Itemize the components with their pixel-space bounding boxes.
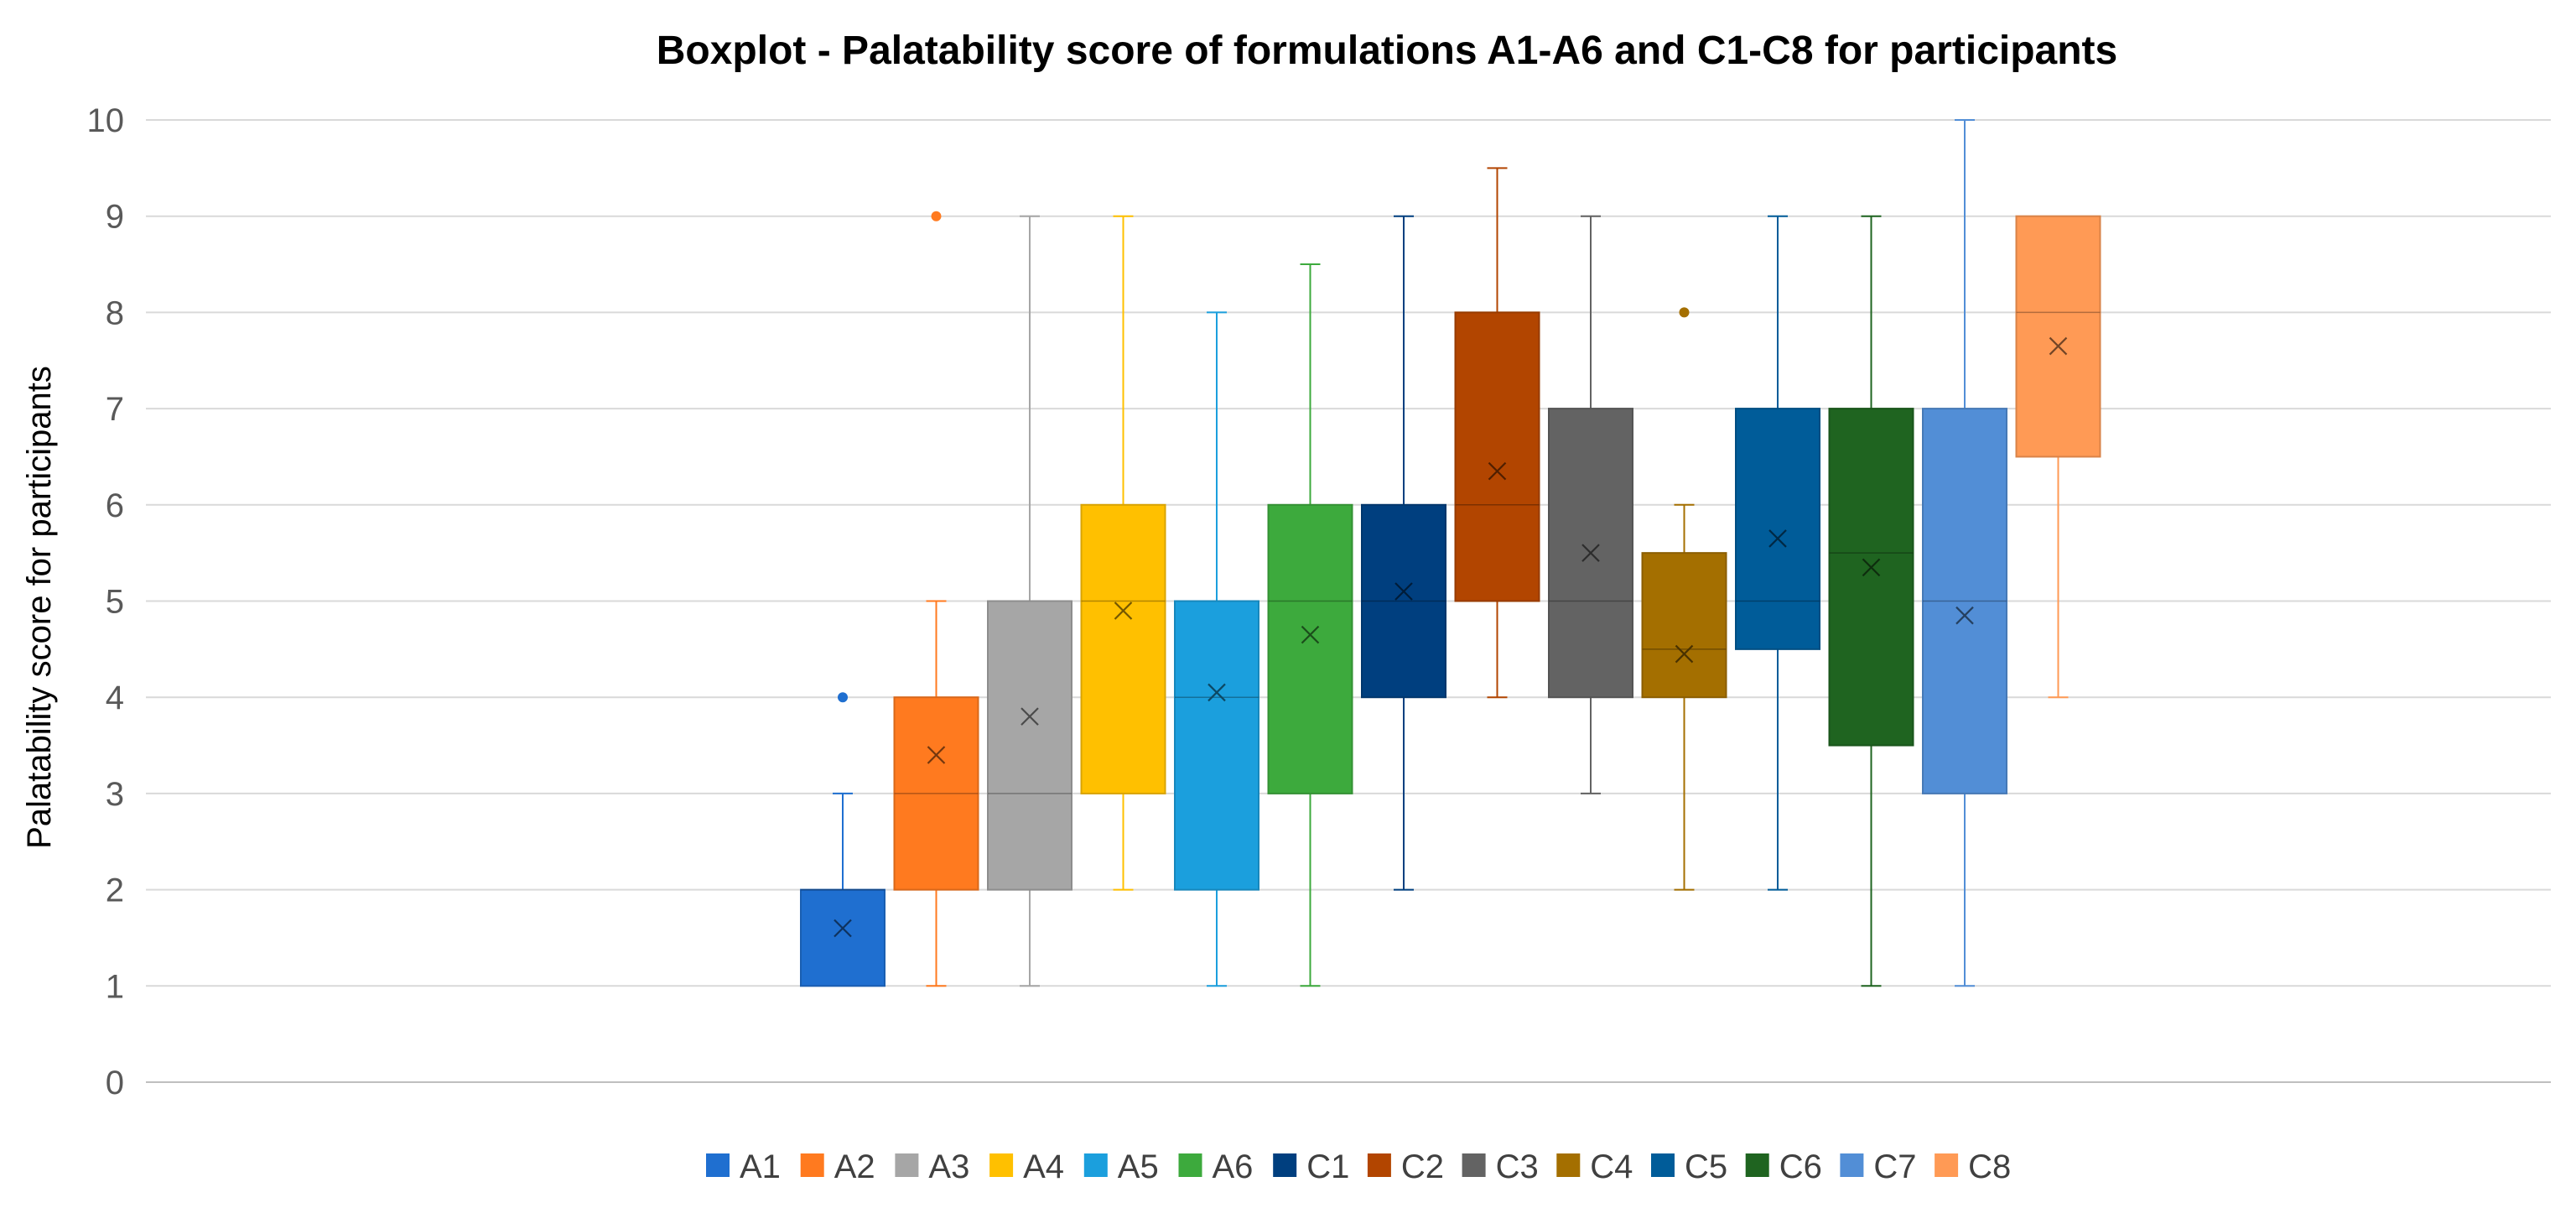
box-c5	[1735, 215, 1820, 891]
mean-marker	[927, 746, 946, 764]
outlier-point	[931, 211, 942, 221]
boxes	[800, 119, 2101, 987]
mean-marker	[1208, 683, 1226, 702]
legend-label-c7: C7	[1873, 1148, 1916, 1185]
y-tick-label: 2	[106, 872, 124, 909]
box-c4	[1641, 307, 1727, 891]
legend-swatch-a4	[989, 1153, 1014, 1177]
box-rect	[1174, 600, 1259, 891]
y-tick-label: 5	[106, 584, 124, 621]
y-tick-label: 1	[106, 968, 124, 1005]
box-rect	[1828, 408, 1914, 747]
box-a2	[893, 211, 979, 987]
legend-label-c1: C1	[1306, 1148, 1349, 1185]
legend-swatch-c4	[1556, 1153, 1581, 1177]
box-c7	[1922, 119, 2007, 987]
mean-marker	[834, 919, 852, 938]
y-tick-label: 9	[106, 199, 124, 236]
legend-label-c8: C8	[1968, 1148, 2011, 1185]
box-a3	[987, 215, 1072, 987]
y-tick-label: 7	[106, 391, 124, 428]
legend-label-c2: C2	[1401, 1148, 1444, 1185]
legend-label-a6: A6	[1213, 1148, 1254, 1185]
y-tick-label: 10	[87, 102, 125, 139]
legend-label-a3: A3	[928, 1148, 969, 1185]
legend-swatch-c7	[1840, 1153, 1864, 1177]
legend-swatch-a6	[1178, 1153, 1202, 1177]
box-rect	[1267, 503, 1353, 794]
box-rect	[987, 600, 1072, 891]
box-a5	[1174, 311, 1259, 987]
y-tick-label: 4	[106, 680, 124, 716]
legend-swatch-c6	[1745, 1153, 1769, 1177]
legend-swatch-a3	[895, 1153, 919, 1177]
legend: A1 A2 A3 A4 A5 A6 C1 C2 C3 C4 C5 C6 C7 C8	[706, 1148, 2011, 1185]
y-tick-label: 3	[106, 776, 124, 813]
box-c3	[1548, 215, 1633, 794]
legend-swatch-a2	[800, 1153, 824, 1177]
box-c2	[1454, 167, 1540, 699]
legend-label-a5: A5	[1118, 1148, 1159, 1185]
y-axis-ticks: 0 1 2 3 4 5 6 7 8 9 10	[87, 102, 125, 1101]
box-rect	[2015, 215, 2101, 458]
box-rect	[1735, 408, 1820, 650]
mean-marker	[2049, 336, 2068, 356]
legend-label-c5: C5	[1685, 1148, 1727, 1185]
mean-marker	[1675, 644, 1694, 664]
box-rect	[1080, 503, 1166, 794]
legend-label-c6: C6	[1779, 1148, 1822, 1185]
y-tick-label: 0	[106, 1065, 124, 1101]
box-c1	[1361, 215, 1446, 891]
legend-label-c4: C4	[1590, 1148, 1633, 1185]
box-a4	[1080, 215, 1166, 891]
mean-marker	[1581, 544, 1600, 562]
box-rect	[1454, 311, 1540, 602]
y-axis-label: Palatability score for participants	[21, 366, 58, 849]
mean-marker	[1488, 461, 1507, 481]
box-c8	[2015, 215, 2101, 699]
legend-swatch-c2	[1367, 1153, 1391, 1177]
box-rect	[800, 888, 886, 987]
legend-label-a2: A2	[834, 1148, 875, 1185]
y-tick-label: 6	[106, 487, 124, 524]
chart-title: Boxplot - Palatability score of formulat…	[657, 29, 2117, 73]
legend-swatch-c3	[1462, 1153, 1486, 1177]
mean-marker	[1955, 606, 1974, 625]
legend-label-a4: A4	[1023, 1148, 1064, 1185]
mean-marker	[1114, 601, 1133, 620]
legend-swatch-c5	[1651, 1153, 1675, 1177]
legend-swatch-a1	[706, 1153, 730, 1177]
legend-label-a1: A1	[740, 1148, 781, 1185]
mean-marker	[1301, 625, 1320, 644]
outlier-point	[1679, 307, 1690, 318]
box-c6	[1828, 215, 1914, 987]
legend-label-c3: C3	[1496, 1148, 1539, 1185]
box-rect	[1641, 552, 1727, 699]
box-a6	[1267, 263, 1353, 987]
legend-swatch-c8	[1935, 1153, 1959, 1177]
box-a1	[800, 692, 886, 987]
y-tick-label: 8	[106, 294, 124, 331]
mean-marker	[1768, 529, 1787, 548]
mean-marker	[1394, 582, 1413, 601]
outlier-point	[838, 692, 848, 703]
mean-marker	[1862, 558, 1881, 577]
legend-swatch-a5	[1083, 1153, 1108, 1177]
legend-swatch-c1	[1273, 1153, 1297, 1177]
mean-marker	[1021, 707, 1039, 726]
